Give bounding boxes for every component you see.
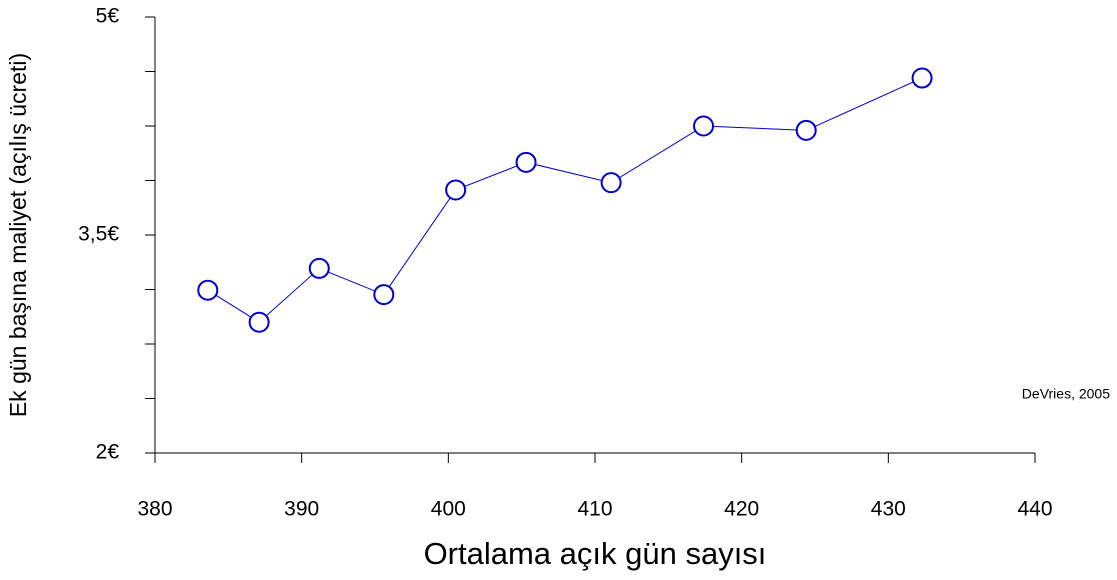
- annotation: DeVries, 2005: [1022, 386, 1110, 402]
- marker: [248, 311, 270, 333]
- marker: [795, 119, 817, 141]
- x-tick-label: 390: [284, 498, 319, 521]
- x-tick-label: 380: [137, 498, 172, 521]
- x-axis-label: Ortalama açık gün sayısı: [424, 536, 767, 571]
- marker: [693, 115, 715, 137]
- marker: [445, 179, 467, 201]
- x-tick-label: 420: [724, 498, 759, 521]
- y-tick-label: 2€: [96, 441, 120, 464]
- x-tick-label: 410: [577, 498, 612, 521]
- y-tick-label: 5€: [96, 5, 120, 28]
- x-tick-label: 400: [431, 498, 466, 521]
- marker: [197, 279, 219, 301]
- marker: [308, 257, 330, 279]
- marker: [600, 172, 622, 194]
- marker: [515, 151, 537, 173]
- marker: [911, 67, 933, 89]
- y-axis-label: Ek gün başına maliyet (açılış ücreti): [5, 53, 31, 417]
- marker: [373, 284, 395, 306]
- y-tick-label: 3,5€: [78, 223, 119, 246]
- x-tick-label: 430: [871, 498, 906, 521]
- line: [207, 77, 923, 323]
- x-tick-label: 440: [1017, 498, 1052, 521]
